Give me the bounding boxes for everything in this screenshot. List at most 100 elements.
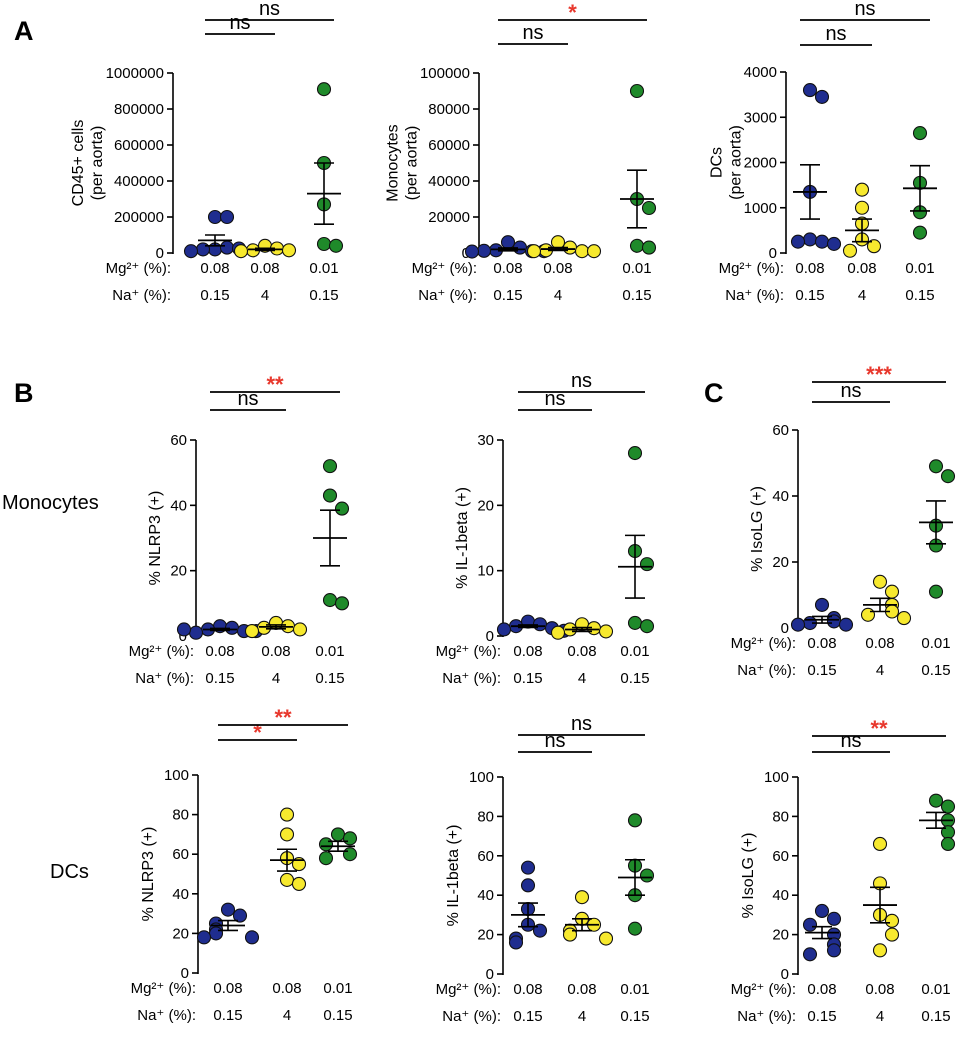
na-value: 0.15: [620, 670, 649, 687]
na-value: 0.15: [315, 670, 344, 687]
mg-label: Mg²⁺ (%):: [131, 980, 196, 997]
na-value: 0.15: [905, 287, 934, 304]
mg-label: Mg²⁺ (%):: [436, 981, 501, 998]
data-point: [244, 624, 260, 639]
data-point: [598, 624, 614, 639]
y-axis-label-line: % IL-1beta (+): [445, 825, 462, 927]
mg-label: Mg²⁺ (%):: [731, 635, 796, 652]
mg-value: 0.08: [847, 260, 876, 277]
significance-ns: ns: [854, 0, 875, 20]
mg-value: 0.08: [807, 635, 836, 652]
y-tick-label: 60: [477, 848, 494, 865]
data-point: [629, 83, 645, 99]
na-value: 0.15: [620, 1008, 649, 1025]
mg-value: 0.01: [315, 643, 344, 660]
data-point: [330, 827, 346, 842]
data-point: [220, 902, 236, 917]
mg-value: 0.08: [807, 981, 836, 998]
data-point: [316, 236, 332, 252]
data-point: [328, 238, 344, 253]
data-point: [232, 908, 248, 923]
data-point: [550, 235, 566, 250]
y-tick-label: 80: [477, 808, 494, 825]
data-point: [884, 927, 900, 942]
chart-4: 0 20 40 60 % NLRP3 (+) ns ** Mg²⁺ (%): Na⁺ (%): 0…: [129, 372, 350, 687]
y-tick-label: 3000: [744, 109, 777, 126]
na-label: Na⁺ (%):: [418, 287, 477, 304]
y-axis-label: % NLRP3 (+): [140, 827, 157, 922]
significance-stars: ***: [866, 362, 892, 387]
y-axis-label-line: CD45+ cells: [70, 120, 87, 207]
y-axis-label: % IL-1beta (+): [445, 825, 462, 927]
na-value: 4: [283, 1007, 291, 1024]
y-tick-label: 40: [772, 887, 789, 904]
significance-ns: ns: [544, 388, 565, 410]
significance-stars: **: [274, 705, 292, 730]
significance-stars: *: [568, 0, 577, 25]
data-point: [802, 947, 818, 962]
significance-ns: ns: [237, 388, 258, 410]
mg-value: 0.08: [865, 981, 894, 998]
y-tick-label: 800000: [114, 101, 164, 118]
data-point: [244, 930, 260, 945]
data-point: [476, 243, 492, 258]
data-point: [629, 238, 645, 253]
y-axis-label-line: % NLRP3 (+): [140, 827, 157, 922]
y-tick-label: 30: [477, 432, 494, 449]
y-axis-label: % IsoLG (+): [749, 486, 766, 572]
data-point: [639, 557, 655, 572]
data-point: [940, 799, 956, 814]
y-tick-label: 10: [477, 563, 494, 580]
y-tick-label: 60: [772, 422, 789, 439]
y-tick-label: 60: [772, 848, 789, 865]
data-point: [884, 913, 900, 928]
significance-ns: ns: [571, 370, 592, 392]
y-tick-label: 100: [469, 769, 494, 786]
y-tick-label: 40000: [428, 173, 470, 190]
na-label: Na⁺ (%):: [135, 670, 194, 687]
data-point: [292, 622, 308, 637]
y-axis-label: % IL-1beta (+): [454, 487, 471, 589]
data-point: [896, 611, 912, 626]
row-label-dcs: DCs: [50, 861, 89, 883]
data-point: [826, 236, 842, 251]
na-value: 0.15: [513, 670, 542, 687]
mg-value: 0.08: [272, 980, 301, 997]
na-label: Na⁺ (%):: [442, 1008, 501, 1025]
y-axis-label: % IsoLG (+): [740, 833, 757, 919]
data-point: [814, 234, 830, 249]
mg-label: Mg²⁺ (%):: [106, 260, 171, 277]
significance-ns: ns: [840, 730, 861, 752]
y-tick-label: 80: [172, 807, 189, 824]
data-point: [219, 240, 235, 255]
mg-value: 0.01: [905, 260, 934, 277]
data-point: [860, 607, 876, 622]
na-value: 4: [858, 287, 866, 304]
y-tick-label: 80: [772, 808, 789, 825]
y-tick-label: 40: [172, 886, 189, 903]
data-point: [826, 911, 842, 926]
chart-6: 0 20 40 60 % IsoLG (+) ns*** Mg²⁺ (%): Na⁺ (%):…: [731, 362, 956, 679]
mg-value: 0.01: [323, 980, 352, 997]
data-point: [233, 244, 249, 259]
data-point: [176, 622, 192, 637]
mg-value: 0.08: [865, 635, 894, 652]
y-tick-label: 400000: [114, 173, 164, 190]
y-tick-label: 20000: [428, 209, 470, 226]
data-point: [928, 793, 944, 808]
mg-label: Mg²⁺ (%):: [412, 260, 477, 277]
y-axis-label: Monocytes (per aorta): [384, 124, 420, 201]
significance-ns: ns: [544, 730, 565, 752]
na-label: Na⁺ (%):: [737, 1008, 796, 1025]
y-tick-label: 100: [764, 769, 789, 786]
y-axis-label: % NLRP3 (+): [147, 491, 164, 586]
data-point: [884, 584, 900, 599]
y-tick-label: 0: [486, 628, 494, 645]
y-tick-label: 100000: [420, 65, 470, 82]
mg-label: Mg²⁺ (%):: [731, 981, 796, 998]
na-value: 4: [876, 1008, 884, 1025]
na-value: 0.15: [513, 1008, 542, 1025]
y-axis-label-line: DCs: [709, 147, 726, 178]
